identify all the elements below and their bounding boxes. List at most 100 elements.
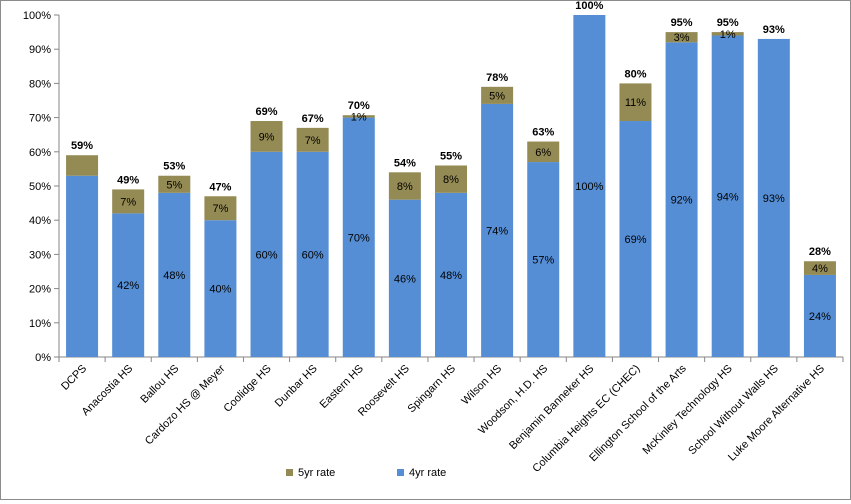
bar-5yr (342, 115, 375, 118)
label-5yr: 7% (305, 135, 321, 147)
y-tick-label: 20% (29, 284, 51, 296)
x-category-label: Wilson HS (459, 363, 504, 408)
bar-4yr (250, 151, 283, 357)
total-label: 55% (440, 150, 462, 162)
label-4yr: 48% (163, 270, 185, 282)
bar-5yr (388, 172, 421, 200)
bar-5yr (112, 189, 145, 214)
bar-5yr (665, 32, 698, 43)
y-tick-label: 100% (23, 10, 51, 22)
y-tick-label: 80% (29, 78, 51, 90)
label-5yr: 1% (351, 111, 367, 123)
bar-4yr (435, 192, 467, 357)
bar-5yr (158, 175, 191, 193)
x-category-label: Spingarn HS (406, 363, 459, 416)
label-5yr: 3% (674, 32, 690, 44)
x-category-label: School Without Walls HS (686, 363, 781, 458)
bar-4yr (481, 103, 514, 357)
legend-label: 4yr rate (409, 467, 446, 479)
total-label: 95% (717, 17, 739, 29)
bar-5yr (296, 127, 329, 152)
label-4yr: 46% (394, 273, 416, 285)
total-label: 59% (71, 140, 93, 152)
bar-5yr (435, 165, 467, 193)
bar-4yr (112, 213, 145, 357)
total-label: 53% (163, 161, 185, 173)
x-category-label: Eastern HS (318, 363, 366, 411)
label-5yr: 9% (259, 131, 275, 143)
x-category-label: Ballou HS (138, 363, 181, 406)
bar-5yr (803, 261, 836, 275)
total-label: 100% (575, 1, 603, 12)
total-label: 93% (763, 24, 785, 36)
label-5yr: 7% (212, 203, 228, 215)
label-4yr: 48% (440, 270, 462, 282)
bars (66, 15, 836, 358)
label-5yr: 6% (535, 147, 551, 159)
bar-4yr (665, 42, 698, 358)
label-4yr: 94% (717, 191, 739, 203)
legend-swatch (286, 469, 293, 476)
total-label: 28% (809, 246, 831, 258)
label-4yr: 60% (302, 249, 324, 261)
y-tick-label: 10% (29, 318, 51, 330)
label-5yr: 1% (720, 29, 736, 41)
bar-5yr (481, 86, 514, 104)
legend-label: 5yr rate (298, 467, 335, 479)
total-label: 69% (256, 106, 278, 118)
bar-4yr (527, 162, 560, 357)
legend: 5yr rate 4yr rate (286, 467, 446, 479)
total-label: 54% (394, 157, 416, 169)
y-tick-label: 0% (35, 352, 51, 364)
bar-4yr (342, 117, 375, 357)
total-label: 67% (302, 113, 324, 125)
y-tick-label: 60% (29, 147, 51, 159)
legend-swatch (397, 469, 404, 476)
bar-5yr (711, 32, 744, 36)
label-4yr: 74% (486, 225, 508, 237)
bar-4yr (158, 192, 191, 357)
bar-5yr (66, 155, 99, 176)
label-4yr: 57% (532, 255, 554, 267)
total-label: 80% (624, 68, 646, 80)
bar-5yr (250, 121, 283, 152)
total-label: 63% (532, 127, 554, 139)
bar-4yr (204, 220, 237, 357)
x-category-label: McKinley Technology HS (640, 363, 734, 457)
x-category-label: Dunbar HS (273, 363, 320, 410)
label-4yr: 92% (671, 195, 693, 207)
total-label: 95% (671, 17, 693, 29)
bar-5yr (527, 141, 560, 163)
y-tick-label: 40% (29, 215, 51, 227)
bar-4yr (711, 35, 744, 358)
total-label: 49% (117, 174, 139, 186)
label-5yr: 8% (443, 174, 459, 186)
bar-4yr (573, 15, 606, 357)
bar-4yr (296, 151, 329, 357)
y-tick-label: 90% (29, 44, 51, 56)
total-label: 70% (348, 100, 370, 112)
bar-5yr (619, 83, 652, 122)
label-4yr: 100% (575, 181, 603, 193)
label-4yr: 60% (256, 249, 278, 261)
y-tick-label: 70% (29, 113, 51, 125)
x-category-label: Coolidge HS (221, 363, 273, 415)
bar-4yr (803, 274, 836, 357)
label-4yr: 24% (809, 311, 831, 323)
label-4yr: 93% (763, 193, 785, 205)
bar-4yr (757, 38, 790, 357)
label-5yr: 5% (489, 90, 505, 102)
total-label: 47% (209, 181, 231, 193)
label-4yr: 42% (117, 280, 139, 292)
total-label: 78% (486, 72, 508, 84)
x-category-label: Benjamin Banneker HS (507, 363, 596, 452)
bar-5yr (204, 196, 237, 221)
label-4yr: 69% (624, 234, 646, 246)
data-labels: 59% 42% 7% 49% 48% 5% 53% 40% 7% 47% 60% 9% 69% 60% 7%… (71, 0, 831, 323)
bar-4yr (388, 199, 421, 357)
label-5yr: 8% (397, 181, 413, 193)
bar-4yr (619, 121, 652, 358)
